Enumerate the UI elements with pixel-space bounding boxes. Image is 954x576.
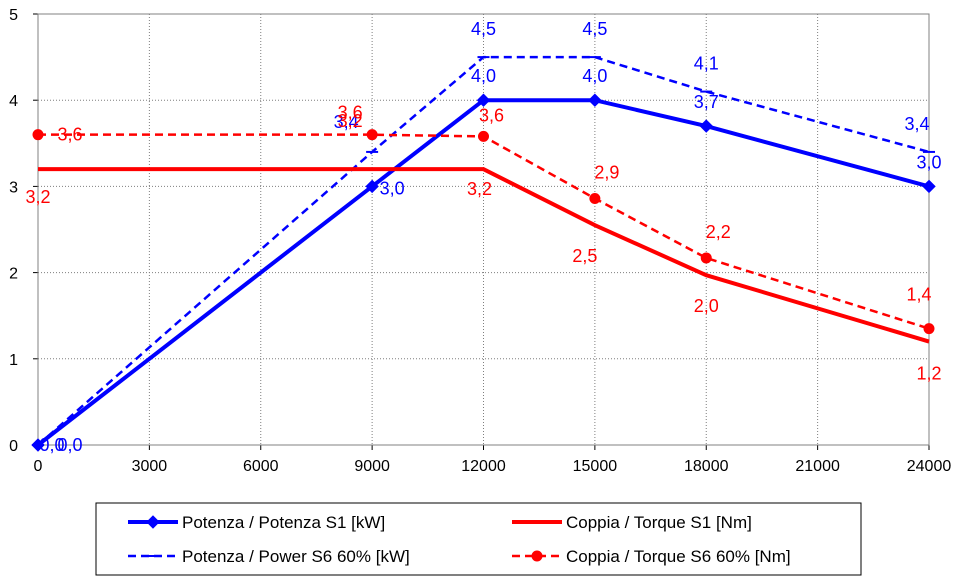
legend-label: Potenza / Power S6 60% [kW] [182, 547, 410, 566]
data-label: 0,0 [57, 435, 82, 455]
legend-label: Coppia / Torque S1 [Nm] [566, 513, 752, 532]
x-tick-label: 15000 [573, 458, 618, 475]
plot-area [38, 14, 929, 445]
x-tick-label: 24000 [907, 458, 952, 475]
data-label: 4,0 [471, 66, 496, 86]
data-label: 3,0 [380, 178, 405, 198]
data-label: 4,1 [694, 54, 719, 74]
series-4-point [366, 129, 378, 141]
series-1-point [476, 93, 491, 107]
series-1-point [365, 179, 379, 194]
data-label: 3,7 [694, 92, 719, 112]
y-tick-label: 1 [9, 352, 18, 369]
series-1-point [588, 93, 602, 107]
x-tick-label: 3000 [132, 458, 168, 475]
series-4-point [32, 129, 44, 141]
x-tick-label: 9000 [354, 458, 390, 475]
data-label: 4,5 [582, 19, 607, 39]
y-tick-label: 2 [9, 266, 18, 283]
data-label: 2,2 [706, 222, 731, 242]
series-4-point [478, 130, 489, 142]
x-tick-label: 12000 [461, 458, 506, 475]
series-4-line [38, 133, 930, 330]
data-label: 3,4 [334, 112, 359, 132]
series-3-line [38, 167, 930, 344]
data-label: 3,4 [904, 114, 929, 134]
series-4-point [923, 323, 935, 335]
y-tick-label: 3 [9, 179, 18, 196]
series-4-point [700, 252, 712, 264]
data-label: 2,5 [572, 246, 597, 266]
y-tick-label: 5 [9, 7, 18, 24]
series-2-line [37, 55, 930, 446]
series-1-point [922, 179, 936, 194]
data-label: 3,6 [338, 103, 363, 123]
data-label: 3,2 [467, 179, 492, 199]
data-label: 3,2 [338, 111, 363, 131]
x-tick-label: 21000 [795, 458, 840, 475]
data-label: 4,0 [582, 66, 607, 86]
plot-border [37, 13, 930, 446]
data-label: 3,6 [479, 105, 504, 125]
data-label: 0,0 [39, 435, 64, 455]
y-tick-label: 0 [9, 438, 18, 455]
data-label: 1,4 [906, 285, 931, 305]
legend-box [95, 502, 862, 576]
legend-label: Coppia / Torque S6 60% [Nm] [566, 547, 791, 566]
series-1-point [146, 515, 160, 529]
data-label: 3,2 [25, 187, 50, 207]
data-label: 3,0 [916, 152, 941, 172]
y-tick-label: 4 [9, 93, 18, 110]
series-4-point [531, 550, 543, 562]
data-label: 3,6 [57, 125, 82, 145]
legend-label: Potenza / Potenza S1 [kW] [182, 513, 385, 532]
data-label: 1,2 [916, 364, 941, 384]
series-1-line [36, 98, 930, 447]
data-label: 2,0 [694, 296, 719, 316]
series-1-point [699, 119, 713, 133]
x-tick-label: 18000 [684, 458, 729, 475]
data-label: 4,5 [471, 19, 496, 39]
data-label: 2,9 [594, 162, 619, 182]
series-4-point [589, 192, 601, 204]
x-tick-label: 6000 [243, 458, 279, 475]
x-tick-label: 0 [34, 458, 43, 475]
